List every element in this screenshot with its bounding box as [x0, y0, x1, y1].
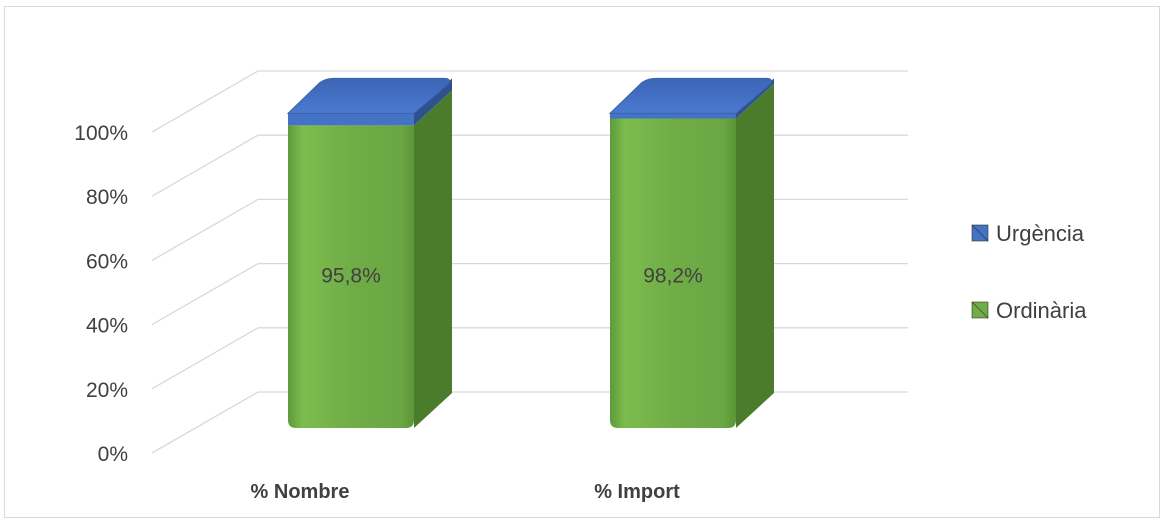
legend-swatch-mark — [971, 301, 989, 319]
y-tick-label: 0% — [98, 443, 128, 466]
legend-label: Urgència — [996, 221, 1085, 246]
gridline — [151, 327, 908, 390]
legend-item-1: Urgència — [971, 221, 1085, 246]
bar-side-1 — [414, 90, 452, 428]
legend-label: Ordinària — [996, 298, 1087, 323]
x-axis: % Nombre % Import — [251, 481, 681, 503]
bar-urgencia-2 — [610, 113, 736, 119]
gridline — [151, 70, 908, 133]
bar-side-2 — [736, 83, 774, 428]
y-tick-label: 60% — [86, 250, 128, 273]
y-tick-label: 80% — [86, 186, 128, 209]
data-label-1: 95,8% — [321, 264, 381, 287]
gridline — [151, 262, 908, 326]
bar-ordinaria-1 — [288, 125, 414, 428]
bar-ordinaria-2 — [610, 118, 736, 428]
y-tick-label: 20% — [86, 379, 128, 402]
bar-side-top-1 — [414, 78, 452, 126]
gridlines — [151, 70, 908, 454]
legend-item-2: Ordinària — [971, 298, 1087, 323]
category-label-2: % Import — [594, 481, 680, 503]
gridline — [151, 198, 908, 261]
legend-swatch-mark — [971, 224, 989, 242]
y-tick-label: 40% — [86, 315, 128, 338]
legend: Urgència Ordinària — [971, 221, 1087, 323]
chart-frame — [4, 6, 1160, 518]
y-axis: 0% 20% 40% 60% 80% 100% — [74, 122, 128, 466]
data-label-2: 98,2% — [643, 264, 703, 287]
gridline — [151, 134, 908, 197]
bar-urgencia-1 — [288, 113, 414, 126]
category-label-1: % Nombre — [251, 481, 350, 503]
bar-top-2 — [608, 77, 772, 114]
bar-top-1 — [286, 77, 450, 114]
bars: 95,8% 98,2% — [286, 77, 774, 428]
y-tick-label: 100% — [74, 122, 128, 145]
gridline — [151, 391, 908, 454]
